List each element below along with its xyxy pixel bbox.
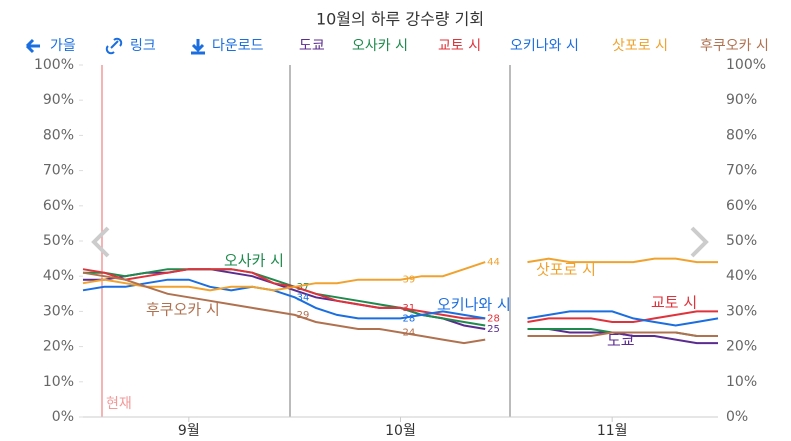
legend-item[interactable]: 오사카 시 bbox=[352, 38, 408, 54]
y2-tick-label: 80% bbox=[726, 127, 757, 143]
y2-tick-label: 20% bbox=[726, 339, 757, 355]
data-label: 37 bbox=[297, 282, 310, 293]
y2-tick-label: 60% bbox=[726, 198, 757, 214]
x-tick-label: 9월 bbox=[178, 423, 200, 439]
series-label: 도쿄 bbox=[607, 332, 635, 350]
chart-title: 10월의 하루 강수량 기회 bbox=[316, 10, 484, 29]
y-tick-label: 70% bbox=[43, 163, 74, 179]
legend-item[interactable]: 교토 시 bbox=[438, 38, 481, 54]
data-label: 44 bbox=[487, 257, 500, 268]
y-tick-label: 90% bbox=[43, 92, 74, 108]
series-line bbox=[82, 257, 718, 292]
series-label: 삿포로 시 bbox=[536, 261, 596, 279]
legend-item[interactable]: 오키나와 시 bbox=[510, 38, 579, 54]
series-label: 후쿠오카 시 bbox=[146, 301, 220, 319]
y-tick-label: 10% bbox=[43, 374, 74, 390]
data-label: 39 bbox=[403, 275, 416, 286]
link-icon[interactable] bbox=[105, 37, 123, 55]
prev-arrow[interactable] bbox=[91, 226, 110, 258]
back-icon[interactable] bbox=[25, 38, 40, 54]
y2-tick-label: 0% bbox=[726, 409, 748, 425]
series-label: 교토 시 bbox=[651, 294, 697, 312]
legend-item[interactable]: 후쿠오카 시 bbox=[700, 38, 769, 54]
data-label: 28 bbox=[403, 313, 416, 324]
y2-tick-label: 70% bbox=[726, 163, 757, 179]
y-tick-label: 20% bbox=[43, 339, 74, 355]
next-arrow[interactable] bbox=[690, 226, 709, 258]
series-line bbox=[82, 278, 719, 327]
x-tick-label: 11월 bbox=[597, 423, 628, 439]
x-tick-label: 10월 bbox=[385, 423, 416, 439]
y-tick-label: 80% bbox=[43, 127, 74, 143]
legend-item[interactable]: 도쿄 bbox=[299, 38, 325, 54]
y2-tick-label: 100% bbox=[726, 57, 766, 73]
series-label: 오키나와 시 bbox=[437, 296, 511, 314]
toolbar bbox=[25, 37, 205, 55]
y2-tick-label: 50% bbox=[726, 233, 757, 249]
y2-tick-label: 10% bbox=[726, 374, 757, 390]
y-tick-label: 30% bbox=[43, 303, 74, 319]
series-label: 오사카 시 bbox=[224, 252, 284, 270]
series-line bbox=[82, 268, 718, 323]
toolbar-button[interactable]: 가을 bbox=[50, 38, 76, 54]
y2-tick-label: 90% bbox=[726, 92, 757, 108]
y-tick-label: 0% bbox=[52, 409, 74, 425]
y-tick-label: 50% bbox=[43, 233, 74, 249]
current-label: 현재 bbox=[106, 396, 132, 412]
download-icon[interactable] bbox=[191, 39, 205, 55]
y-tick-label: 60% bbox=[43, 198, 74, 214]
data-label: 34 bbox=[297, 292, 310, 303]
data-label: 24 bbox=[403, 328, 416, 339]
y2-tick-label: 30% bbox=[726, 303, 757, 319]
data-label: 29 bbox=[297, 310, 310, 321]
y-tick-label: 100% bbox=[34, 57, 74, 73]
data-label: 31 bbox=[403, 303, 416, 314]
toolbar-button[interactable]: 링크 bbox=[130, 38, 156, 54]
data-label: 28 bbox=[487, 313, 500, 324]
toolbar-button[interactable]: 다운로드 bbox=[212, 38, 264, 54]
y2-tick-label: 40% bbox=[726, 268, 757, 284]
y-tick-label: 40% bbox=[43, 268, 74, 284]
series-line bbox=[82, 271, 718, 345]
data-label: 25 bbox=[487, 324, 500, 335]
legend-item[interactable]: 삿포로 시 bbox=[612, 38, 668, 54]
